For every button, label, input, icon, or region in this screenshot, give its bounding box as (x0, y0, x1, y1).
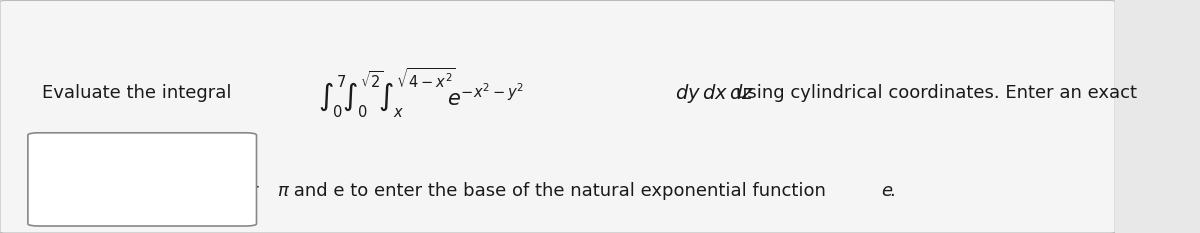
Text: $dy\,dx\,dz$: $dy\,dx\,dz$ (674, 82, 754, 105)
Text: answer. Type pi to enter: answer. Type pi to enter (42, 182, 265, 200)
Text: .: . (889, 182, 894, 200)
Text: using cylindrical coordinates. Enter an exact: using cylindrical coordinates. Enter an … (736, 84, 1138, 102)
Text: $e$: $e$ (881, 182, 893, 200)
Text: Evaluate the integral: Evaluate the integral (42, 84, 232, 102)
Text: and e to enter the base of the natural exponential function: and e to enter the base of the natural e… (288, 182, 832, 200)
FancyBboxPatch shape (28, 133, 257, 226)
FancyBboxPatch shape (0, 0, 1115, 233)
Text: $\int_{0}^{7}\!\int_{0}^{\sqrt{2}}\!\int_{x}^{\sqrt{4-x^2}}\!\!e^{-x^2-y^2}$: $\int_{0}^{7}\!\int_{0}^{\sqrt{2}}\!\int… (318, 66, 524, 120)
Text: $\pi$: $\pi$ (276, 182, 289, 200)
